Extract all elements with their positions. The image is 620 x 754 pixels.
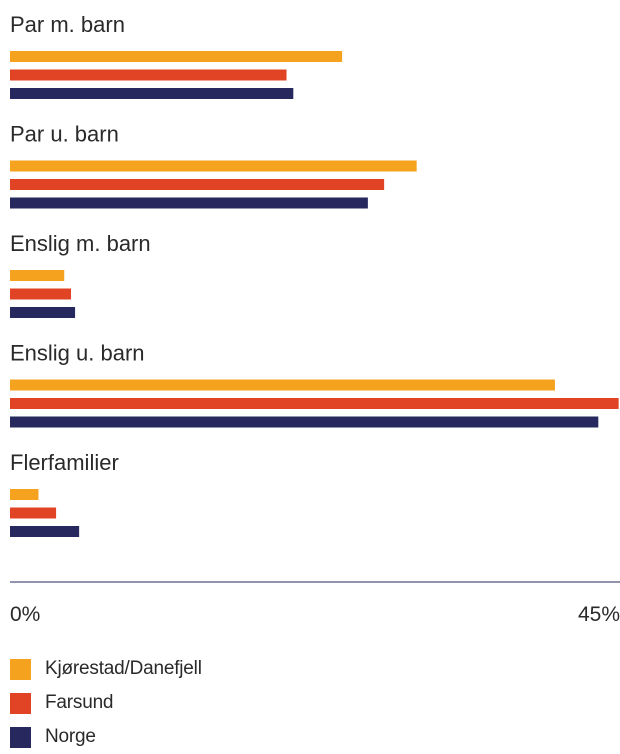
- bar: [10, 379, 555, 391]
- legend: Kjørestad/Danefjell Farsund Norge: [10, 652, 202, 754]
- category-label: Par u. barn: [10, 122, 119, 147]
- bar: [10, 51, 343, 62]
- category-label: Flerfamilier: [10, 450, 119, 475]
- legend-swatch: [10, 726, 31, 748]
- bar: [10, 69, 287, 81]
- bar: [10, 270, 65, 281]
- bar: [10, 197, 368, 209]
- legend-item: Norge: [10, 720, 202, 754]
- legend-label: Kjørestad/Danefjell: [45, 658, 202, 679]
- bar: [10, 507, 57, 519]
- bar: [10, 288, 71, 300]
- bar: [10, 416, 599, 428]
- bar: [10, 179, 385, 190]
- bars-layer: [10, 51, 619, 537]
- bar: [10, 526, 80, 537]
- legend-item: Farsund: [10, 686, 202, 720]
- bar: [10, 307, 76, 318]
- legend-item: Kjørestad/Danefjell: [10, 652, 202, 686]
- bar: [10, 88, 294, 99]
- legend-swatch: [10, 658, 31, 680]
- legend-label: Farsund: [45, 692, 114, 713]
- bar: [10, 160, 417, 172]
- legend-swatch: [10, 692, 31, 714]
- category-label: Enslig m. barn: [10, 231, 151, 256]
- x-tick-label-min: 0%: [10, 603, 40, 626]
- bar: [10, 398, 619, 409]
- bar: [10, 489, 39, 500]
- category-label: Enslig u. barn: [10, 341, 145, 366]
- category-labels: Par m. barn Par u. barn Enslig m. barn Ensl…: [10, 12, 151, 475]
- x-tick-label-max: 45%: [578, 603, 620, 626]
- category-label: Par m. barn: [10, 12, 125, 37]
- legend-label: Norge: [45, 726, 96, 747]
